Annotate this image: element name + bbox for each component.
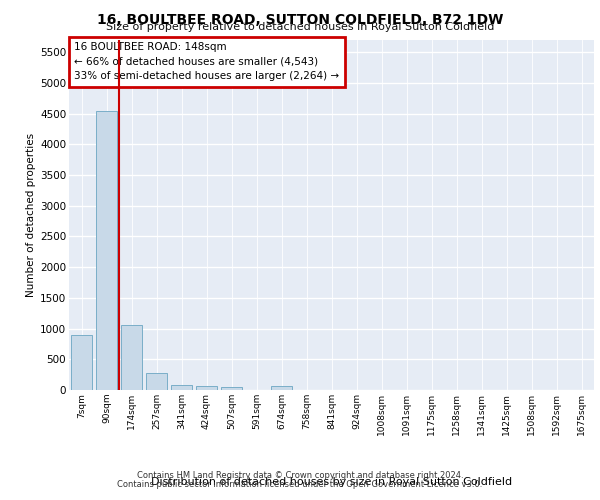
Bar: [171, 385, 192, 390]
Bar: [96, 111, 117, 390]
Bar: [71, 334, 92, 390]
Bar: [271, 386, 292, 390]
Text: 16 BOULTBEE ROAD: 148sqm
← 66% of detached houses are smaller (4,543)
33% of sem: 16 BOULTBEE ROAD: 148sqm ← 66% of detach…: [74, 42, 340, 82]
Y-axis label: Number of detached properties: Number of detached properties: [26, 133, 36, 297]
Text: Size of property relative to detached houses in Royal Sutton Coldfield: Size of property relative to detached ho…: [106, 22, 494, 32]
Text: Contains public sector information licensed under the Open Government Licence v3: Contains public sector information licen…: [118, 480, 482, 489]
Bar: [121, 325, 142, 390]
Bar: [196, 386, 217, 390]
Bar: [146, 373, 167, 390]
Bar: [221, 387, 242, 390]
Text: 16, BOULTBEE ROAD, SUTTON COLDFIELD, B72 1DW: 16, BOULTBEE ROAD, SUTTON COLDFIELD, B72…: [97, 12, 503, 26]
X-axis label: Distribution of detached houses by size in Royal Sutton Coldfield: Distribution of detached houses by size …: [151, 476, 512, 486]
Text: Contains HM Land Registry data © Crown copyright and database right 2024.: Contains HM Land Registry data © Crown c…: [137, 471, 463, 480]
